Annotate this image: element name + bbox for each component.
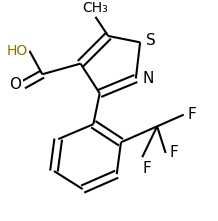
Text: F: F <box>170 145 179 160</box>
Text: F: F <box>142 162 151 176</box>
Text: N: N <box>142 71 154 86</box>
Text: S: S <box>146 33 156 48</box>
Text: CH₃: CH₃ <box>83 1 108 15</box>
Text: O: O <box>9 77 21 92</box>
Text: HO: HO <box>6 44 27 58</box>
Text: F: F <box>188 107 197 122</box>
